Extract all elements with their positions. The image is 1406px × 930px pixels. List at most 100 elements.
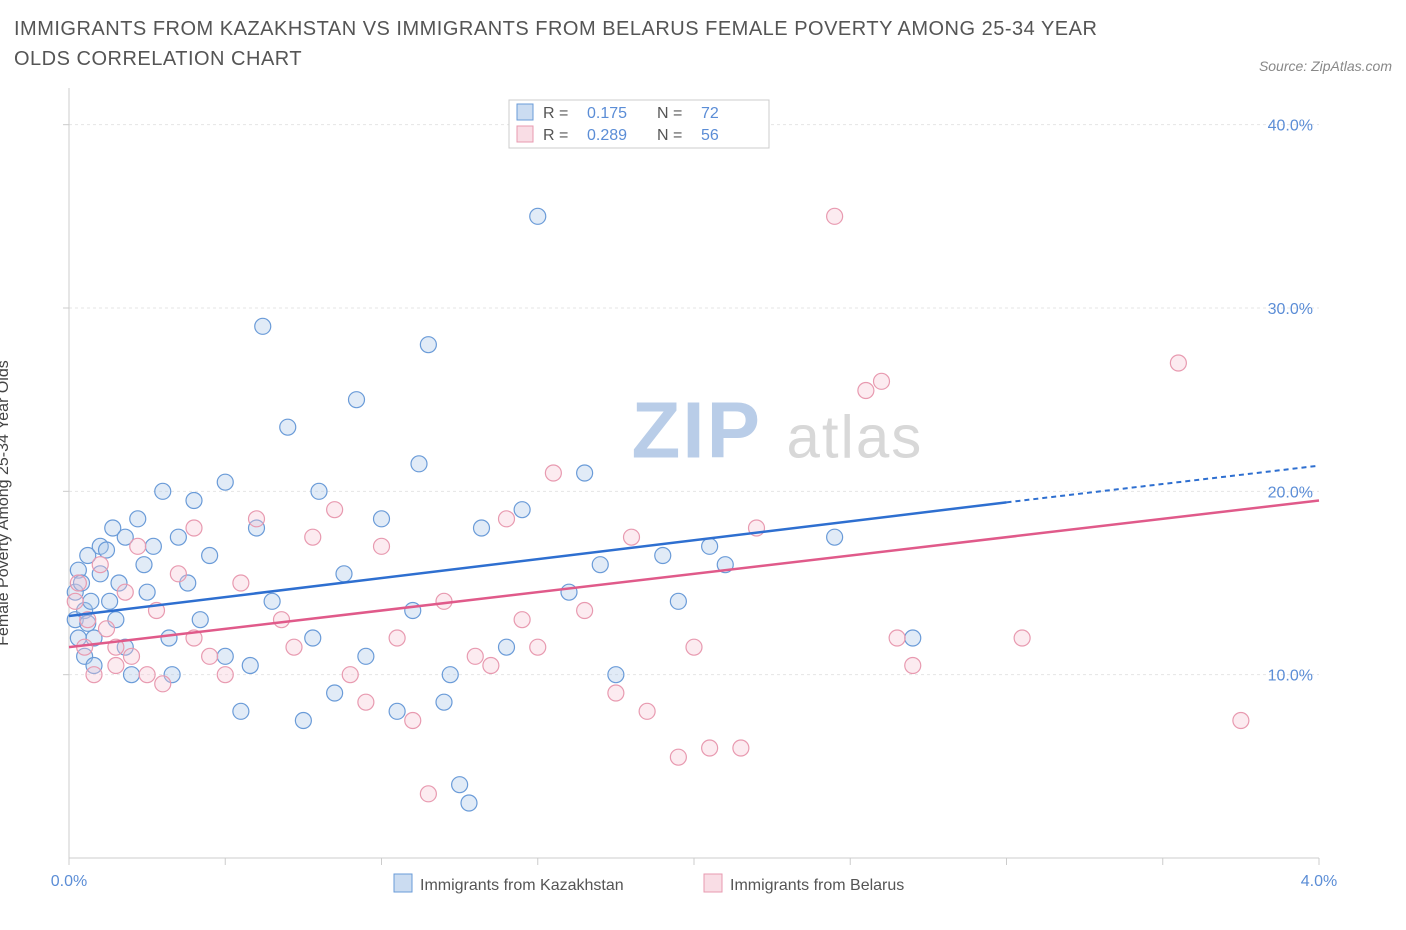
chart-container: Female Poverty Among 25-34 Year Olds 10.…	[14, 78, 1392, 928]
data-point	[342, 667, 358, 683]
legend-swatch	[704, 874, 722, 892]
data-point	[186, 493, 202, 509]
data-point	[186, 520, 202, 536]
data-point	[139, 667, 155, 683]
data-point	[202, 548, 218, 564]
y-tick-label: 20.0%	[1268, 484, 1313, 501]
data-point	[274, 612, 290, 628]
data-point	[561, 584, 577, 600]
data-point	[420, 786, 436, 802]
data-point	[389, 703, 405, 719]
data-point	[474, 520, 490, 536]
data-point	[67, 593, 83, 609]
data-point	[577, 465, 593, 481]
data-point	[467, 648, 483, 664]
x-tick-label: 4.0%	[1301, 873, 1337, 890]
data-point	[255, 318, 271, 334]
data-point	[639, 703, 655, 719]
data-point	[170, 529, 186, 545]
legend-swatch	[517, 126, 533, 142]
data-point	[530, 639, 546, 655]
data-point	[108, 658, 124, 674]
data-point	[461, 795, 477, 811]
data-point	[124, 648, 140, 664]
legend-n-value: 56	[701, 127, 719, 144]
data-point	[99, 542, 115, 558]
data-point	[670, 593, 686, 609]
legend-r-label: R =	[543, 127, 568, 144]
data-point	[499, 511, 515, 527]
legend-n-label: N =	[657, 105, 682, 122]
data-point	[608, 685, 624, 701]
legend-swatch	[394, 874, 412, 892]
data-point	[405, 713, 421, 729]
data-point	[202, 648, 218, 664]
legend-r-label: R =	[543, 105, 568, 122]
data-point	[295, 713, 311, 729]
data-point	[192, 612, 208, 628]
data-point	[874, 373, 890, 389]
data-point	[686, 639, 702, 655]
data-point	[608, 667, 624, 683]
data-point	[305, 630, 321, 646]
data-point	[624, 529, 640, 545]
scatter-chart: 10.0% 20.0% 30.0% 40.0% ZIP atlas 0.0% 4.0% R = 0…	[14, 78, 1392, 928]
data-point	[117, 584, 133, 600]
y-tick-label: 40.0%	[1268, 118, 1313, 135]
data-point	[136, 557, 152, 573]
series-legend-label: Immigrants from Belarus	[730, 877, 904, 894]
y-axis-label: Female Poverty Among 25-34 Year Olds	[0, 360, 13, 646]
data-point	[217, 474, 233, 490]
data-point	[452, 777, 468, 793]
series-legend-label: Immigrants from Kazakhstan	[420, 877, 624, 894]
data-point	[702, 538, 718, 554]
data-point	[86, 667, 102, 683]
data-point	[145, 538, 161, 554]
data-point	[155, 483, 171, 499]
data-point	[242, 658, 258, 674]
data-point	[311, 483, 327, 499]
data-point	[170, 566, 186, 582]
data-point	[858, 383, 874, 399]
data-point	[545, 465, 561, 481]
data-point	[405, 603, 421, 619]
data-point	[249, 511, 265, 527]
data-point	[420, 337, 436, 353]
data-point	[286, 639, 302, 655]
data-point	[530, 208, 546, 224]
watermark-text: atlas	[787, 404, 924, 471]
data-point	[483, 658, 499, 674]
data-point	[1233, 713, 1249, 729]
data-point	[217, 667, 233, 683]
data-point	[280, 419, 296, 435]
data-point	[827, 529, 843, 545]
legend-n-value: 72	[701, 105, 719, 122]
data-point	[139, 584, 155, 600]
data-point	[349, 392, 365, 408]
chart-title: IMMIGRANTS FROM KAZAKHSTAN VS IMMIGRANTS…	[14, 14, 1114, 74]
data-point	[70, 575, 86, 591]
data-point	[499, 639, 515, 655]
data-point	[889, 630, 905, 646]
y-tick-label: 10.0%	[1268, 668, 1313, 685]
data-point	[124, 667, 140, 683]
data-point	[233, 575, 249, 591]
data-point	[374, 538, 390, 554]
data-point	[102, 593, 118, 609]
data-point	[514, 612, 530, 628]
data-point	[83, 593, 99, 609]
legend-r-value: 0.289	[587, 127, 627, 144]
data-point	[905, 658, 921, 674]
data-point	[514, 502, 530, 518]
data-point	[733, 740, 749, 756]
x-tick-label: 0.0%	[51, 873, 87, 890]
watermark-text: ZIP	[632, 386, 762, 475]
data-point	[358, 694, 374, 710]
data-point	[577, 603, 593, 619]
y-tick-label: 30.0%	[1268, 301, 1313, 318]
data-point	[130, 538, 146, 554]
data-point	[233, 703, 249, 719]
data-point	[155, 676, 171, 692]
data-point	[411, 456, 427, 472]
data-point	[336, 566, 352, 582]
